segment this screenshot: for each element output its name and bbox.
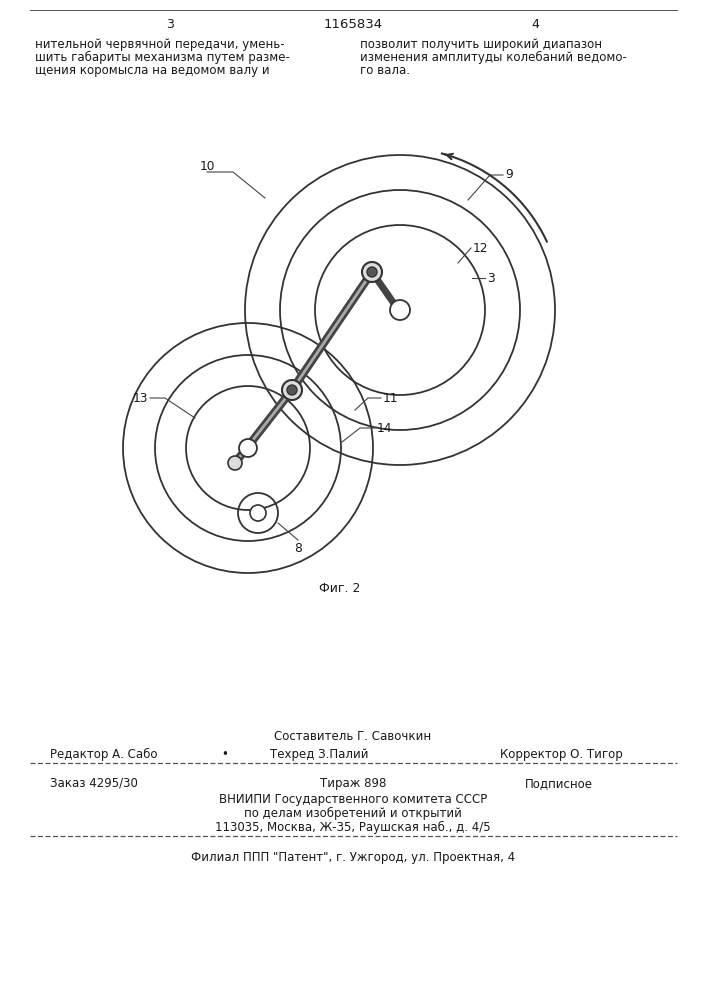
Circle shape [250, 505, 266, 521]
Text: Фиг. 2: Фиг. 2 [320, 582, 361, 595]
Text: 113035, Москва, Ж-35, Раушская наб., д. 4/5: 113035, Москва, Ж-35, Раушская наб., д. … [215, 821, 491, 834]
Text: 11: 11 [383, 391, 399, 404]
Text: 9: 9 [505, 168, 513, 182]
Circle shape [287, 385, 297, 395]
Circle shape [228, 456, 242, 470]
Text: 3: 3 [166, 18, 174, 31]
Text: Тираж 898: Тираж 898 [320, 777, 386, 790]
Circle shape [362, 262, 382, 282]
Text: 14: 14 [377, 422, 392, 434]
Text: •: • [221, 748, 228, 761]
Text: щения коромысла на ведомом валу и: щения коромысла на ведомом валу и [35, 64, 269, 77]
Text: 8: 8 [294, 542, 302, 554]
Text: по делам изобретений и открытий: по делам изобретений и открытий [244, 807, 462, 820]
Text: Филиал ППП "Патент", г. Ужгород, ул. Проектная, 4: Филиал ППП "Патент", г. Ужгород, ул. Про… [191, 851, 515, 864]
Text: 13: 13 [132, 391, 148, 404]
Text: го вала.: го вала. [360, 64, 410, 77]
Circle shape [239, 439, 257, 457]
Text: Редактор А. Сабо: Редактор А. Сабо [50, 748, 158, 761]
Text: Корректор О. Тигор: Корректор О. Тигор [500, 748, 623, 761]
Text: шить габариты механизма путем разме-: шить габариты механизма путем разме- [35, 51, 290, 64]
Text: Заказ 4295/30: Заказ 4295/30 [50, 777, 138, 790]
Text: позволит получить широкий диапазон: позволит получить широкий диапазон [360, 38, 602, 51]
Text: нительной червячной передачи, умень-: нительной червячной передачи, умень- [35, 38, 285, 51]
Text: Составитель Г. Савочкин: Составитель Г. Савочкин [274, 730, 431, 743]
Text: 10: 10 [199, 160, 215, 174]
Text: ВНИИПИ Государственного комитета СССР: ВНИИПИ Государственного комитета СССР [219, 793, 487, 806]
Text: 12: 12 [473, 241, 489, 254]
Circle shape [390, 300, 410, 320]
Text: Подписное: Подписное [525, 777, 593, 790]
Circle shape [367, 267, 377, 277]
Text: 4: 4 [531, 18, 539, 31]
Text: 3: 3 [487, 271, 495, 284]
Text: изменения амплитуды колебаний ведомо-: изменения амплитуды колебаний ведомо- [360, 51, 627, 64]
Circle shape [282, 380, 302, 400]
Text: Техред З.Палий: Техред З.Палий [270, 748, 368, 761]
Text: 1165834: 1165834 [323, 18, 382, 31]
